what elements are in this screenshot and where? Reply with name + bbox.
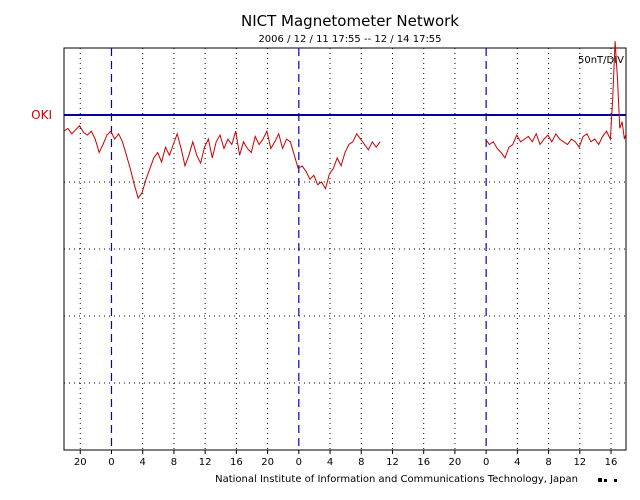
x-tick-label: 4 bbox=[327, 457, 333, 468]
x-axis-ticks: 20 0 4 8 12 16 20 0 4 8 12 16 20 0 4 8 12 16 bbox=[74, 450, 618, 468]
x-tick-label: 0 bbox=[296, 457, 302, 468]
x-tick-label: 4 bbox=[140, 457, 146, 468]
x-tick-label: 8 bbox=[358, 457, 364, 468]
grid bbox=[64, 48, 626, 450]
x-tick-label: 20 bbox=[74, 457, 87, 468]
x-tick-label: 20 bbox=[261, 457, 274, 468]
chart-subtitle: 2006 / 12 / 11 17:55 -- 12 / 14 17:55 bbox=[258, 34, 441, 45]
x-tick-label: 12 bbox=[573, 457, 586, 468]
chart-title: NICT Magnetometer Network bbox=[241, 12, 459, 30]
scale-label: 50nT/DIV bbox=[578, 55, 624, 66]
x-tick-label: 0 bbox=[108, 457, 114, 468]
series-line-oki bbox=[63, 41, 627, 200]
x-tick-label: 16 bbox=[605, 457, 618, 468]
footer-mark bbox=[598, 478, 617, 482]
x-tick-label: 20 bbox=[449, 457, 462, 468]
station-labels: OKI bbox=[31, 108, 52, 122]
x-tick-label: 8 bbox=[171, 457, 177, 468]
x-tick-label: 4 bbox=[514, 457, 520, 468]
x-tick-label: 8 bbox=[545, 457, 551, 468]
x-tick-label: 0 bbox=[483, 457, 489, 468]
x-tick-label: 16 bbox=[417, 457, 430, 468]
x-tick-label: 12 bbox=[199, 457, 212, 468]
station-label-oki: OKI bbox=[31, 108, 52, 122]
footer-credit: National Institute of Information and Co… bbox=[215, 474, 578, 485]
series-lines bbox=[63, 41, 627, 200]
x-tick-label: 16 bbox=[230, 457, 243, 468]
x-tick-label: 12 bbox=[386, 457, 399, 468]
